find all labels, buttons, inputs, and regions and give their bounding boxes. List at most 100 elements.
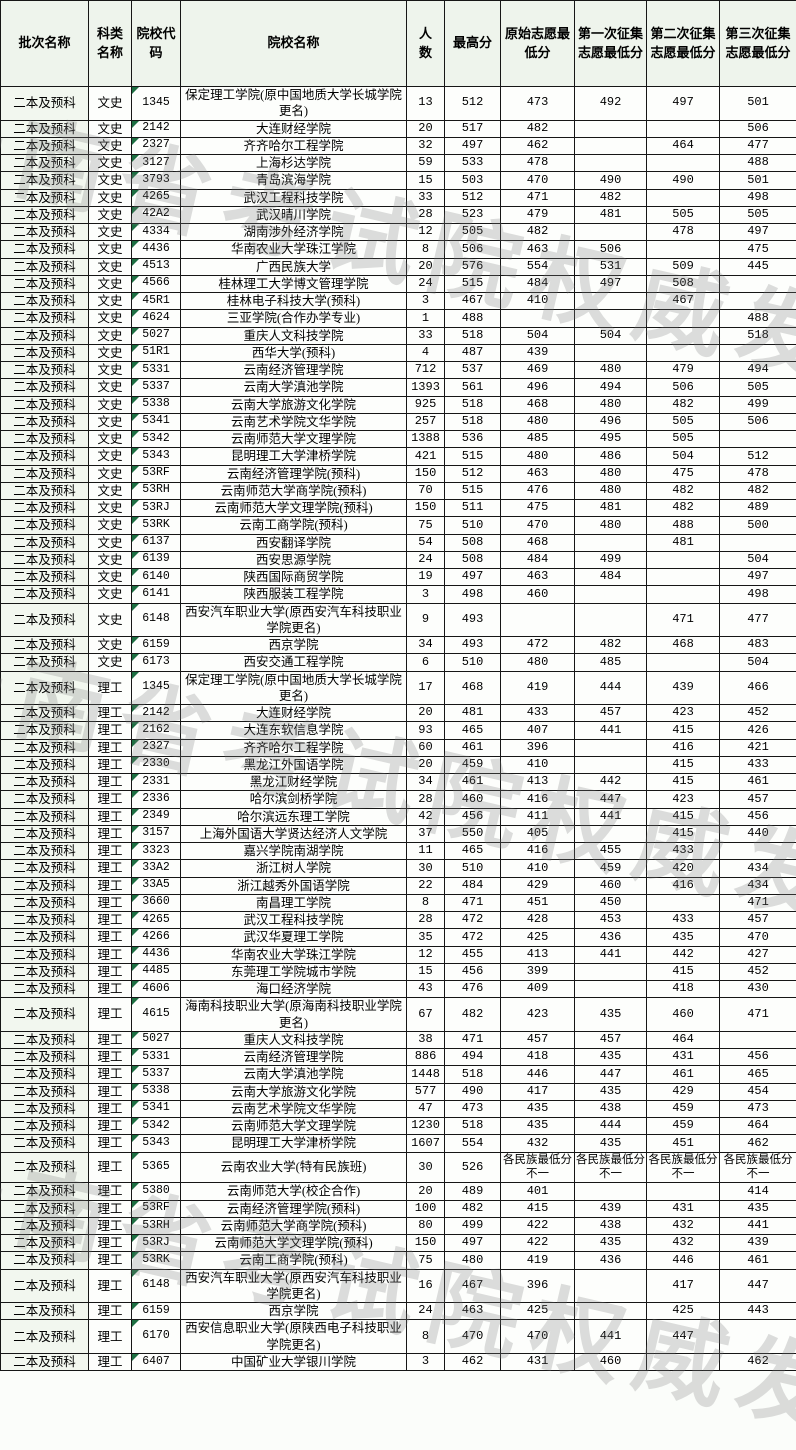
cell-code: 6139 [131,550,181,570]
cell-college-name: 武汉华夏理工学院 [180,928,407,947]
cell-second-collect-min: 490 [646,171,720,190]
cell-batch: 二本及预科 [0,498,89,518]
cell-category: 文史 [88,274,132,294]
cell-code: 4334 [131,222,181,242]
cell-second-collect-min: 478 [646,222,720,242]
cell-second-collect-min [646,153,720,173]
cell-college-name: 黑龙江财经学院 [180,772,407,792]
cell-count: 13 [406,86,445,121]
cell-batch: 二本及预科 [0,1199,89,1218]
cell-college-name: 哈尔滨剑桥学院 [180,790,407,809]
cell-second-collect-min: 482 [646,498,720,518]
cell-category: 理工 [88,1151,132,1184]
cell-third-collect-min: 477 [719,136,796,156]
cell-college-name: 黑龙江外国语学院 [180,755,407,775]
table-row: 二本及预科 文史 6139 西安思源学院 24 508 484 499 504 [0,550,796,570]
cell-max-score: 498 [444,585,501,604]
cell-third-collect-min: 500 [719,516,796,535]
cell-third-collect-min: 426 [719,721,796,740]
cell-category: 理工 [88,738,132,757]
cell-category: 文史 [88,257,132,276]
cell-batch: 二本及预科 [0,893,89,913]
cell-original-min: 446 [500,1065,575,1084]
cell-third-collect-min: 452 [719,703,796,723]
cell-first-collect-min: 460 [574,1352,647,1372]
cell-third-collect-min [719,1030,796,1050]
cell-count: 1388 [406,429,445,449]
cell-count: 75 [406,516,445,535]
cell-third-collect-min: 461 [719,772,796,792]
table-row: 二本及预科 理工 2336 哈尔滨剑桥学院 28 460 416 447 423 457 [0,790,796,809]
cell-max-score: 459 [444,755,501,775]
cell-code: 53RJ [131,1234,181,1253]
table-row: 二本及预科 文史 6173 西安交通工程学院 6 510 480 485 504 [0,653,796,672]
cell-first-collect-min: 435 [574,1234,647,1253]
cell-original-min: 432 [500,1134,575,1153]
cell-count: 59 [406,153,445,173]
cell-category: 理工 [88,1082,132,1101]
table-row: 二本及预科 理工 4436 华南农业大学珠江学院 12 455 413 441 442 427 [0,945,796,964]
cell-max-score: 465 [444,721,501,740]
cell-batch: 二本及预科 [0,119,89,138]
cell-count: 28 [406,790,445,809]
cell-max-score: 497 [444,136,501,156]
cell-first-collect-min [574,602,647,637]
cell-original-min: 484 [500,274,575,294]
cell-original-min: 460 [500,585,575,604]
cell-first-collect-min [574,309,647,328]
cell-batch: 二本及预科 [0,86,89,121]
cell-max-score: 480 [444,1251,501,1270]
cell-code: 3793 [131,171,181,190]
cell-third-collect-min: 488 [719,309,796,328]
cell-second-collect-min: 468 [646,635,720,655]
cell-third-collect-min: 512 [719,447,796,466]
cell-second-collect-min: 479 [646,360,720,380]
cell-batch: 二本及预科 [0,772,89,792]
cell-category: 理工 [88,1302,132,1321]
cell-code: 5341 [131,1099,181,1119]
cell-count: 37 [406,824,445,844]
cell-count: 28 [406,205,445,225]
cell-second-collect-min: 418 [646,979,720,999]
cell-count: 33 [406,188,445,207]
cell-count: 6 [406,653,445,672]
cell-max-score: 518 [444,395,501,414]
cell-code: 4624 [131,309,181,328]
cell-second-collect-min: 475 [646,464,720,483]
cell-second-collect-min: 481 [646,533,720,552]
cell-original-min: 425 [500,1302,575,1321]
cell-first-collect-min: 436 [574,928,647,947]
cell-category: 理工 [88,1251,132,1270]
cell-count: 20 [406,257,445,276]
cell-original-min: 482 [500,222,575,242]
cell-third-collect-min [719,1319,796,1354]
cell-original-min: 479 [500,205,575,225]
cell-code: 5331 [131,360,181,380]
cell-original-min: 480 [500,447,575,466]
cell-second-collect-min: 423 [646,790,720,809]
cell-second-collect-min: 431 [646,1199,720,1218]
cell-original-min: 462 [500,136,575,156]
cell-original-min: 468 [500,395,575,414]
cell-count: 16 [406,1268,445,1304]
cell-code: 5337 [131,378,181,397]
cell-third-collect-min [719,291,796,311]
cell-code: 53RK [131,1251,181,1270]
cell-college-name: 上海外国语大学贤达经济人文学院 [180,824,407,844]
cell-code: 53RJ [131,498,181,518]
cell-batch: 二本及预科 [0,222,89,242]
column-header: 第三次征集志愿最低分 [719,0,796,87]
cell-first-collect-min: 442 [574,772,647,792]
cell-first-collect-min: 457 [574,1030,647,1050]
cell-college-name: 云南经济管理学院 [180,360,407,380]
cell-category: 文史 [88,378,132,397]
cell-count: 32 [406,136,445,156]
cell-count: 30 [406,1151,445,1184]
cell-college-name: 齐齐哈尔工程学院 [180,738,407,757]
cell-count: 150 [406,1234,445,1253]
cell-first-collect-min: 506 [574,240,647,259]
cell-second-collect-min: 464 [646,136,720,156]
cell-second-collect-min: 435 [646,928,720,947]
cell-max-score: 512 [444,188,501,207]
cell-code: 53RK [131,516,181,535]
